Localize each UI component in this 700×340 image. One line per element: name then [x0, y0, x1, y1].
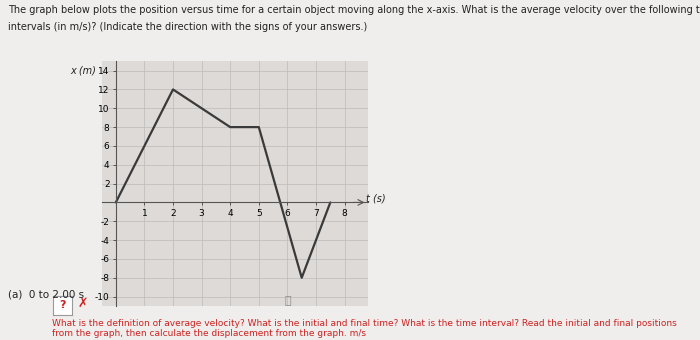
Text: The graph below plots the position versus time for a certain object moving along: The graph below plots the position versu…: [8, 5, 700, 15]
Text: t (s): t (s): [366, 194, 386, 204]
Text: (a)  0 to 2.00 s: (a) 0 to 2.00 s: [8, 290, 85, 300]
Text: ✗: ✗: [78, 297, 88, 310]
Text: intervals (in m/s)? (Indicate the direction with the signs of your answers.): intervals (in m/s)? (Indicate the direct…: [8, 22, 368, 32]
Text: ⓘ: ⓘ: [284, 296, 290, 306]
Text: What is the definition of average velocity? What is the initial and final time? : What is the definition of average veloci…: [52, 319, 678, 338]
Text: x (m): x (m): [70, 66, 96, 76]
Text: ?: ?: [59, 300, 66, 310]
